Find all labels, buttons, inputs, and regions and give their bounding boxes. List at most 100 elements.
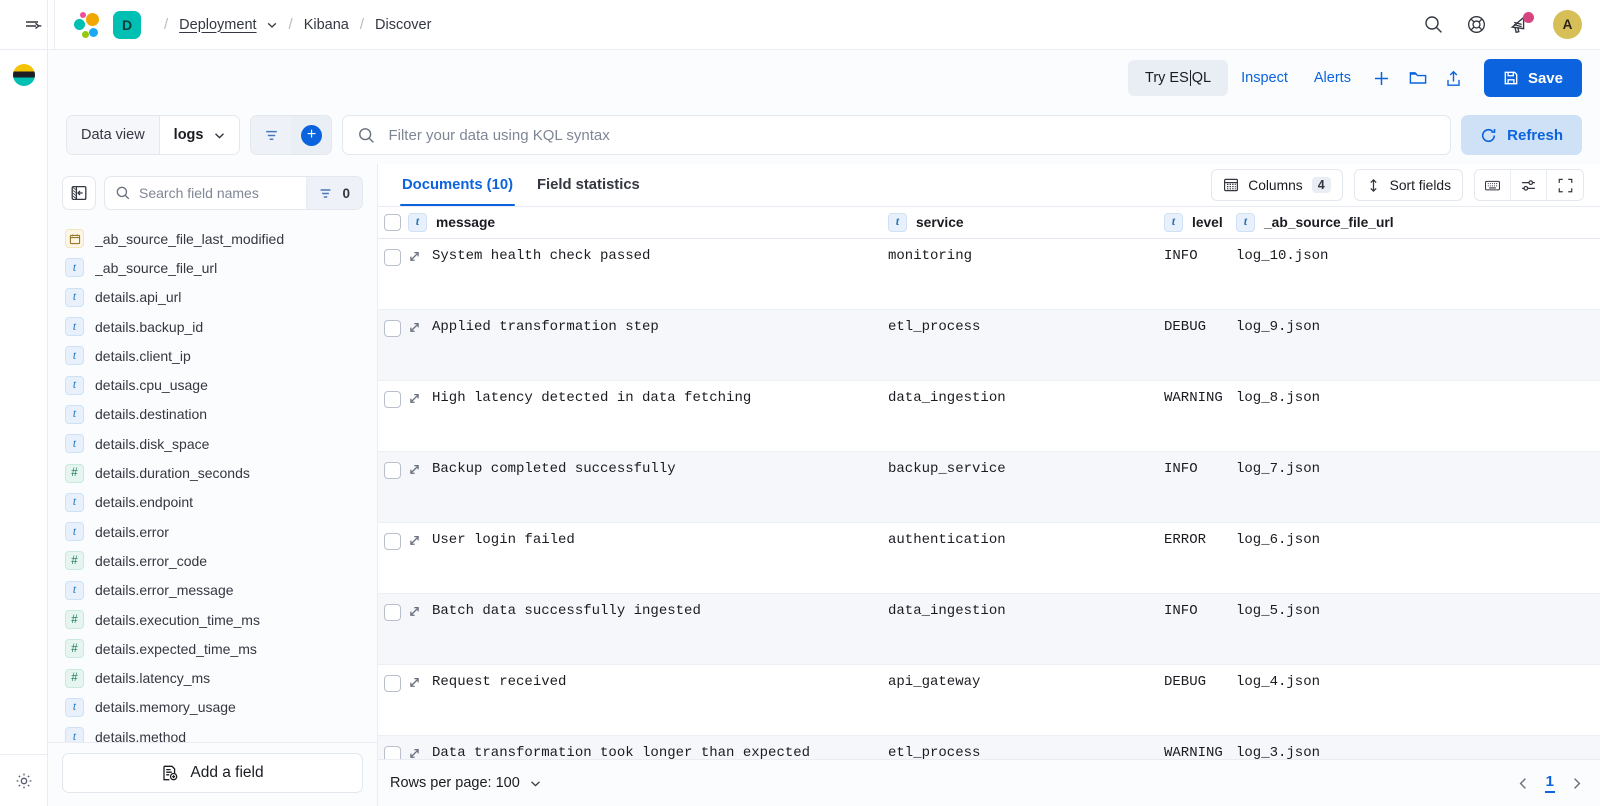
data-view-value-label: logs	[173, 127, 204, 143]
field-search-input[interactable]	[139, 185, 307, 201]
kql-search-bar[interactable]	[342, 115, 1452, 155]
row-select-checkbox[interactable]	[384, 603, 401, 621]
table-row[interactable]: Batch data successfully ingested data_ing…	[378, 593, 1600, 665]
field-list-item[interactable]: t details.destination	[48, 400, 377, 429]
field-list-item[interactable]: t details.error	[48, 517, 377, 546]
table-row[interactable]: Applied transformation step etl_process DE…	[378, 309, 1600, 381]
field-list-item[interactable]: # details.execution_time_ms	[48, 605, 377, 634]
field-list-item[interactable]: # details.duration_seconds	[48, 458, 377, 487]
field-list-item[interactable]: t details.endpoint	[48, 488, 377, 517]
deployment-badge[interactable]: D	[113, 10, 141, 39]
field-list-item[interactable]: t details.backup_id	[48, 312, 377, 341]
collapse-sidebar-icon[interactable]	[62, 176, 96, 210]
field-type-string-icon: t	[408, 212, 427, 232]
add-field-button[interactable]: Add a field	[62, 753, 363, 793]
expand-document-icon[interactable]	[408, 250, 421, 263]
menu-collapse-icon[interactable]	[14, 9, 54, 41]
refresh-button[interactable]: Refresh	[1461, 115, 1582, 155]
expand-document-icon[interactable]	[408, 321, 421, 334]
announcement-megaphone-icon[interactable]	[1509, 11, 1534, 36]
field-list[interactable]: _ab_source_file_last_modified t _ab_source…	[48, 218, 377, 742]
row-select-checkbox[interactable]	[384, 461, 401, 479]
field-list-item[interactable]: t _ab_source_file_url	[48, 253, 377, 282]
kibana-app-icon[interactable]	[12, 64, 35, 86]
column-header-level[interactable]: t level	[1164, 207, 1236, 239]
column-header-message[interactable]: t message	[408, 207, 888, 239]
keyboard-shortcuts-icon[interactable]	[1475, 170, 1511, 200]
chevron-right-icon[interactable]	[1569, 776, 1584, 791]
select-all-checkbox[interactable]	[384, 213, 401, 231]
table-row[interactable]: User login failed authentication ERROR log_…	[378, 522, 1600, 594]
row-select-checkbox[interactable]	[384, 390, 401, 408]
field-list-item[interactable]: t details.disk_space	[48, 429, 377, 458]
expand-document-icon[interactable]	[408, 534, 421, 547]
chevron-left-icon[interactable]	[1516, 776, 1531, 791]
field-list-item[interactable]: t details.memory_usage	[48, 693, 377, 722]
expand-document-icon[interactable]	[408, 676, 421, 689]
cell-service-value: backup_service	[888, 460, 1006, 477]
elastic-logo-icon[interactable]	[73, 11, 99, 38]
field-list-item[interactable]: # details.error_code	[48, 546, 377, 575]
column-header-source-file-url[interactable]: t _ab_source_file_url	[1236, 207, 1536, 239]
documents-grid-wrapper[interactable]: t message t service	[378, 206, 1600, 759]
breadcrumb-item-kibana[interactable]: Kibana	[303, 16, 349, 33]
search-icon[interactable]	[1423, 14, 1444, 35]
breadcrumb-item-deployment[interactable]: Deployment	[179, 16, 257, 33]
plus-icon[interactable]	[1364, 60, 1400, 96]
table-row[interactable]: Backup completed successfully backup_serv…	[378, 451, 1600, 523]
save-button[interactable]: Save	[1483, 59, 1582, 97]
field-list-item[interactable]: t details.cpu_usage	[48, 370, 377, 399]
gear-icon[interactable]	[14, 771, 34, 791]
expand-document-icon[interactable]	[408, 747, 421, 760]
alerts-button[interactable]: Alerts	[1301, 60, 1364, 96]
table-row[interactable]: High latency detected in data fetching da…	[378, 380, 1600, 452]
field-search-bar[interactable]: 0	[104, 176, 363, 210]
filter-icon[interactable]	[251, 116, 292, 154]
table-row[interactable]: System health check passed monitoring INFO…	[378, 238, 1600, 310]
field-type-filter-button[interactable]: 0	[306, 177, 362, 209]
data-view-picker[interactable]: Data view logs	[66, 115, 241, 155]
fullscreen-icon[interactable]	[1547, 170, 1583, 200]
data-view-value[interactable]: logs	[159, 116, 240, 154]
expand-document-icon[interactable]	[408, 605, 421, 618]
sort-fields-button[interactable]: Sort fields	[1353, 169, 1463, 201]
field-list-item[interactable]: t details.client_ip	[48, 341, 377, 370]
row-select-checkbox[interactable]	[384, 532, 401, 550]
try-esql-button[interactable]: Try ES QL	[1128, 60, 1229, 96]
inspect-button[interactable]: Inspect	[1228, 60, 1301, 96]
expand-document-icon[interactable]	[408, 392, 421, 405]
field-list-item[interactable]: _ab_source_file_last_modified	[48, 224, 377, 253]
expand-document-icon[interactable]	[408, 463, 421, 476]
column-header-service[interactable]: t service	[888, 207, 1164, 239]
table-row[interactable]: Data transformation took longer than exp…	[378, 735, 1600, 759]
chevron-down-icon[interactable]	[266, 19, 278, 31]
page-number-1[interactable]: 1	[1544, 773, 1555, 794]
field-list-item[interactable]: t details.method	[48, 722, 377, 742]
columns-button[interactable]: Columns 4	[1211, 169, 1343, 201]
share-icon[interactable]	[1436, 60, 1472, 96]
row-select-cell	[378, 451, 408, 523]
add-filter-button[interactable]: +	[291, 116, 332, 154]
cell-filler	[1536, 664, 1600, 736]
field-list-item[interactable]: # details.latency_ms	[48, 663, 377, 692]
help-lifebuoy-icon[interactable]	[1466, 14, 1487, 35]
table-row[interactable]: Request received api_gateway DEBUG log_4.js…	[378, 664, 1600, 736]
row-select-checkbox[interactable]	[384, 674, 401, 692]
kql-search-input[interactable]	[388, 126, 1437, 144]
cell-service-value: monitoring	[888, 247, 973, 264]
row-select-checkbox[interactable]	[384, 248, 401, 266]
field-list-item[interactable]: # details.expected_time_ms	[48, 634, 377, 663]
cell-level: INFO	[1164, 451, 1236, 523]
tab-field-statistics[interactable]: Field statistics	[537, 177, 640, 193]
column-header-label: message	[436, 214, 496, 230]
field-list-item[interactable]: t details.error_message	[48, 576, 377, 605]
row-select-checkbox[interactable]	[384, 319, 401, 337]
field-list-item[interactable]: t details.api_url	[48, 283, 377, 312]
display-options-icon[interactable]	[1511, 170, 1547, 200]
row-select-checkbox[interactable]	[384, 745, 401, 759]
rows-per-page-button[interactable]: Rows per page: 100	[390, 775, 542, 791]
folder-open-icon[interactable]	[1400, 60, 1436, 96]
avatar[interactable]: A	[1553, 10, 1582, 39]
tab-documents[interactable]: Documents (10)	[390, 164, 525, 206]
